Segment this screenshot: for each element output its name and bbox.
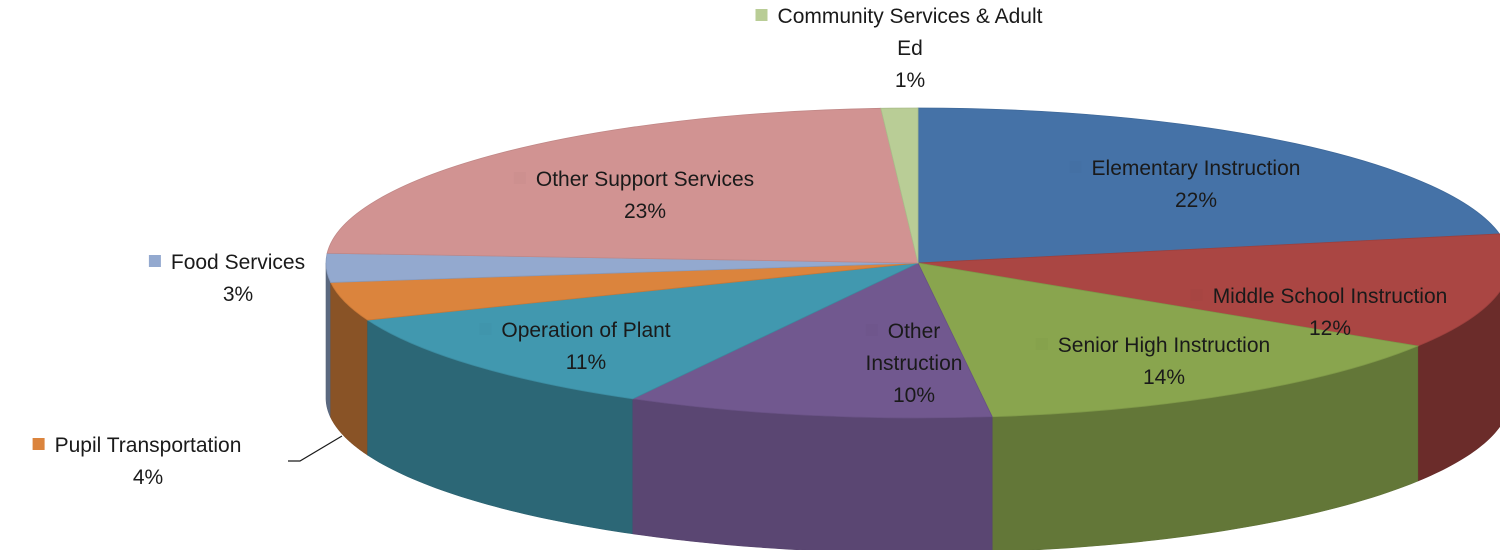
slice-value-pupil-transportation: 4% xyxy=(133,466,163,489)
slice-marker-pupil-transportation xyxy=(32,438,45,450)
slice-value-operation-of-plant: 11% xyxy=(566,351,606,374)
slice-label-food-services: Food Services xyxy=(171,251,305,274)
slice-marker-elementary-instruction xyxy=(1069,161,1082,173)
slice-label-senior-high-instruction: Senior High Instruction xyxy=(1058,334,1270,357)
slice-label-pupil-transportation: Pupil Transportation xyxy=(55,434,242,457)
slice-label-community-services-and-adult-ed: Community Services & Adult xyxy=(778,5,1043,28)
slice-value-other-instruction: 10% xyxy=(893,384,935,407)
pie-slice-other-support-services xyxy=(326,107,919,264)
pie-slice-operation-of-plant xyxy=(366,262,919,400)
slice-value-senior-high-instruction: 14% xyxy=(1143,366,1185,389)
slice-value-community-services-and-adult-ed: 1% xyxy=(895,69,925,92)
slice-label-other-instruction: Instruction xyxy=(866,352,963,375)
slice-label-other-instruction: Other xyxy=(888,320,941,343)
slice-marker-middle-school-instruction xyxy=(1190,289,1203,301)
slice-value-middle-school-instruction: 12% xyxy=(1309,317,1351,340)
slice-label-middle-school-instruction: Middle School Instruction xyxy=(1213,285,1448,308)
pie-slice-middle-school-instruction xyxy=(917,233,1500,347)
slice-marker-other-instruction xyxy=(865,324,878,336)
leader-line-pupil-transportation xyxy=(288,435,343,462)
pie-slice-community-services-and-adult-ed xyxy=(880,107,919,264)
slice-value-food-services: 3% xyxy=(223,283,253,306)
slice-marker-community-services-and-adult-ed xyxy=(755,9,768,21)
pie-slice-other-instruction xyxy=(631,262,993,419)
slice-label-other-support-services: Other Support Services xyxy=(536,168,754,191)
slice-marker-operation-of-plant xyxy=(479,323,492,335)
slice-value-elementary-instruction: 22% xyxy=(1175,189,1217,212)
slice-value-other-support-services: 23% xyxy=(624,200,666,223)
pie-side-food-services xyxy=(325,263,331,418)
slice-label-operation-of-plant: Operation of Plant xyxy=(501,319,670,342)
slice-marker-other-support-services xyxy=(513,172,526,184)
slice-marker-food-services xyxy=(148,255,161,267)
slice-marker-senior-high-instruction xyxy=(1035,338,1048,350)
slice-label-community-services-and-adult-ed: Ed xyxy=(897,37,923,60)
pie-slice-elementary-instruction xyxy=(917,107,1500,264)
pie-side-other-instruction xyxy=(632,398,993,554)
pie-slice-senior-high-instruction xyxy=(917,262,1420,418)
slice-label-elementary-instruction: Elementary Instruction xyxy=(1092,157,1301,180)
